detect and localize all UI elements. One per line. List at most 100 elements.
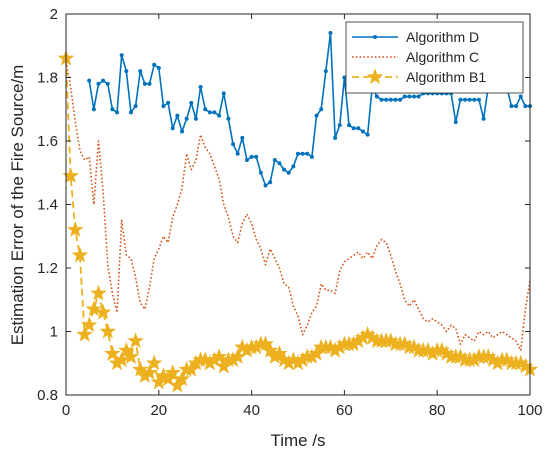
legend-label-algorithm-d: Algorithm D: [406, 29, 479, 45]
data-point-algorithm-b1: [85, 300, 103, 317]
series-line-algorithm-d: [88, 32, 530, 187]
data-point-algorithm-d: [147, 81, 152, 86]
data-point-algorithm-b1: [127, 332, 144, 349]
y-axis-label: Estimation Error of the Fire Source/m: [8, 65, 27, 346]
data-point-algorithm-b1: [145, 354, 163, 371]
data-point-algorithm-d: [138, 69, 143, 74]
data-point-algorithm-d: [291, 164, 296, 169]
data-point-algorithm-d: [333, 135, 338, 140]
y-tick-label: 1.6: [37, 133, 58, 150]
data-point-algorithm-d: [235, 151, 240, 156]
data-point-algorithm-d: [244, 158, 249, 163]
data-point-algorithm-d: [481, 116, 486, 121]
data-point-algorithm-d: [184, 116, 189, 121]
data-point-algorithm-d: [87, 78, 92, 83]
data-point-algorithm-d: [286, 170, 291, 175]
data-point-algorithm-b1: [99, 322, 116, 339]
legend-label-algorithm-b1: Algorithm B1: [406, 69, 486, 85]
data-point-algorithm-d: [379, 97, 384, 102]
data-point-algorithm-d: [268, 180, 273, 185]
data-point-algorithm-d: [254, 154, 259, 159]
data-point-algorithm-d: [356, 126, 361, 131]
data-point-algorithm-d: [105, 81, 110, 86]
data-point-algorithm-d: [110, 107, 115, 112]
data-point-algorithm-d: [258, 170, 263, 175]
data-point-algorithm-d: [467, 97, 472, 102]
data-point-algorithm-d: [328, 31, 333, 36]
data-point-algorithm-d: [142, 81, 147, 86]
data-point-algorithm-d: [523, 104, 528, 109]
data-point-algorithm-d: [388, 97, 393, 102]
data-point-algorithm-d: [226, 116, 231, 121]
data-point-algorithm-d: [193, 116, 198, 121]
x-tick-label: 0: [62, 402, 70, 419]
data-point-algorithm-d: [161, 104, 166, 109]
data-point-algorithm-b1: [164, 364, 181, 380]
legend: Algorithm D Algorithm C Algorithm B1: [345, 21, 524, 94]
y-tick-label: 1.8: [37, 70, 58, 87]
data-point-algorithm-d: [282, 167, 287, 172]
data-point-algorithm-d: [277, 161, 282, 166]
data-point-algorithm-d: [231, 142, 236, 147]
data-point-algorithm-d: [398, 97, 403, 102]
data-point-algorithm-d: [402, 94, 407, 99]
legend-marker-algorithm-b1: [366, 68, 384, 85]
ticks-layer: 0 20 40 60 80 100 0.8 1 1.2 1.4 1.6 1.8 2: [37, 6, 542, 419]
data-point-algorithm-b1: [118, 341, 135, 358]
data-point-algorithm-d: [314, 113, 319, 118]
data-point-algorithm-d: [175, 113, 180, 118]
data-point-algorithm-b1: [173, 370, 191, 387]
data-point-algorithm-d: [170, 126, 175, 131]
data-point-algorithm-b1: [210, 348, 228, 364]
data-point-algorithm-d: [453, 119, 458, 124]
x-tick-label: 20: [150, 402, 167, 419]
data-point-algorithm-d: [207, 110, 212, 115]
data-point-algorithm-d: [101, 78, 106, 83]
data-point-algorithm-d: [91, 107, 96, 112]
x-tick-label: 100: [517, 402, 542, 419]
data-point-algorithm-d: [263, 183, 268, 188]
data-point-algorithm-d: [509, 104, 514, 109]
data-point-algorithm-d: [124, 69, 129, 74]
data-point-algorithm-d: [309, 154, 314, 159]
data-point-algorithm-d: [296, 151, 300, 156]
series-layer: [57, 31, 539, 393]
legend-label-algorithm-c: Algorithm C: [406, 49, 479, 65]
data-point-algorithm-d: [412, 94, 416, 99]
data-point-algorithm-d: [221, 91, 226, 96]
data-point-algorithm-b1: [271, 345, 288, 361]
data-point-algorithm-d: [180, 129, 184, 134]
data-point-algorithm-d: [128, 110, 133, 115]
data-point-algorithm-d: [337, 123, 342, 128]
data-point-algorithm-d: [323, 69, 328, 74]
data-point-algorithm-b1: [71, 246, 89, 263]
data-point-algorithm-d: [115, 110, 120, 115]
data-point-algorithm-d: [384, 97, 389, 102]
data-point-algorithm-b1: [141, 364, 158, 380]
y-tick-label: 2: [50, 6, 58, 23]
data-point-algorithm-b1: [62, 167, 79, 183]
data-point-algorithm-d: [96, 81, 101, 86]
data-point-algorithm-d: [212, 110, 217, 115]
data-point-algorithm-d: [189, 100, 194, 105]
data-point-algorithm-d: [393, 97, 398, 102]
data-point-algorithm-d: [518, 94, 523, 99]
data-point-algorithm-d: [300, 151, 305, 156]
data-point-algorithm-d: [476, 97, 481, 102]
data-point-algorithm-d: [156, 65, 161, 70]
data-point-algorithm-b1: [90, 284, 107, 301]
y-tick-label: 1: [50, 324, 58, 341]
data-point-algorithm-d: [463, 97, 468, 102]
data-point-algorithm-b1: [113, 351, 130, 368]
data-point-algorithm-b1: [76, 326, 93, 342]
data-point-algorithm-d: [342, 75, 347, 80]
data-point-algorithm-b1: [122, 348, 140, 364]
data-point-algorithm-d: [166, 100, 171, 105]
data-point-algorithm-b1: [104, 345, 121, 361]
y-tick-label: 0.8: [37, 387, 58, 404]
data-point-algorithm-d: [374, 94, 379, 99]
data-point-algorithm-d: [152, 62, 157, 67]
data-point-algorithm-d: [347, 123, 352, 128]
data-point-algorithm-d: [514, 104, 519, 109]
legend-marker-algorithm-d: [373, 35, 377, 39]
